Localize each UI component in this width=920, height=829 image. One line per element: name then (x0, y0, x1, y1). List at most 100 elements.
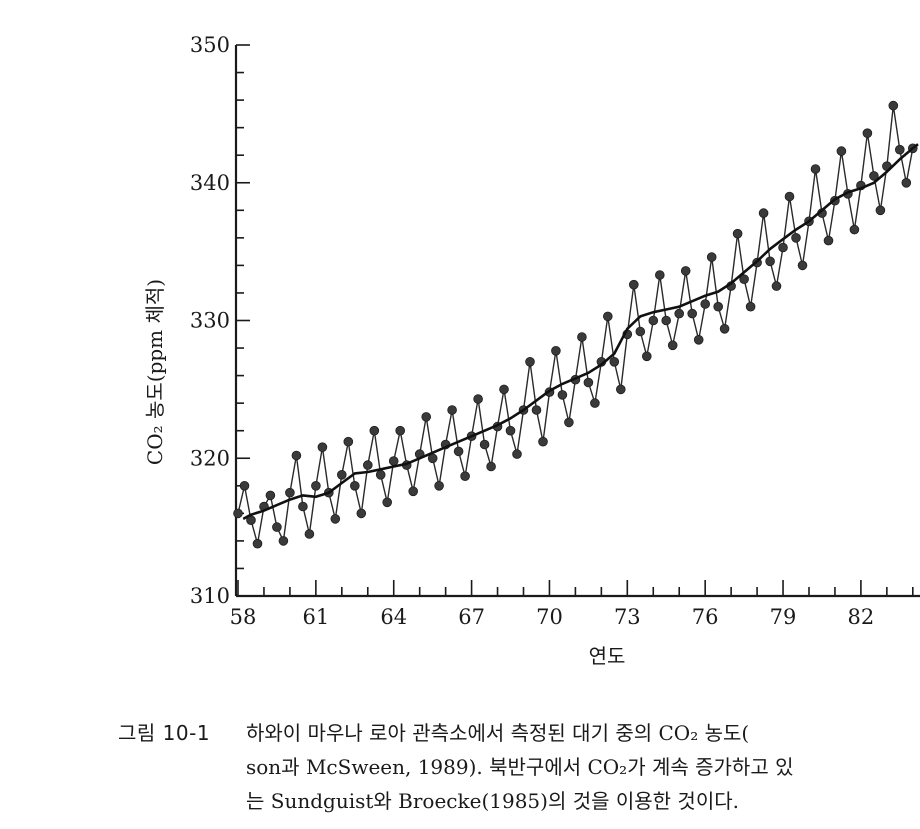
monthly-co2-point (473, 394, 483, 404)
y-tick-label: 310 (190, 584, 230, 608)
monthly-co2-point (239, 480, 250, 491)
x-tick-label: 64 (380, 605, 407, 629)
monthly-co2-point (739, 274, 749, 285)
x-tick-label: 82 (848, 605, 875, 629)
monthly-co2-point (278, 536, 289, 546)
monthly-co2-point (758, 208, 769, 218)
monthly-co2-point (654, 270, 665, 280)
y-tick-label: 320 (190, 446, 230, 470)
monthly-co2-point (577, 332, 587, 342)
monthly-co2-point (551, 345, 561, 356)
monthly-co2-point (602, 311, 613, 322)
monthly-co2-point (512, 449, 522, 459)
monthly-co2-point (447, 405, 457, 415)
monthly-co2-point (648, 315, 659, 326)
y-tick-label: 330 (190, 309, 230, 333)
figure-number: 그림 10-1 (118, 721, 211, 745)
monthly-co2-point (836, 146, 847, 156)
monthly-co2-point (395, 425, 406, 436)
monthly-co2-point (557, 390, 568, 400)
monthly-co2-point (291, 450, 302, 461)
x-tick-label: 79 (770, 605, 797, 629)
monthly-co2-point (667, 340, 678, 351)
monthly-co2-point (635, 326, 646, 337)
monthly-co2-point (408, 486, 419, 497)
monthly-co2-point (875, 205, 886, 216)
monthly-co2-point (797, 260, 808, 271)
monthly-co2-point (823, 235, 834, 246)
series-layer (233, 100, 919, 549)
monthly-co2-point (765, 256, 775, 267)
monthly-co2-point (421, 412, 432, 422)
monthly-co2-point (732, 228, 743, 239)
y-tick-label: 350 (190, 33, 230, 57)
monthly-co2-point (583, 377, 594, 388)
monthly-co2-point (330, 514, 341, 524)
monthly-co2-point (298, 501, 308, 512)
monthly-co2-point (609, 356, 620, 367)
monthly-co2-point (460, 471, 470, 482)
monthly-co2-point (590, 398, 600, 408)
monthly-co2-point (369, 425, 380, 436)
axes: 310 320 330 340 350 58 61 64 67 70 73 76 79 82 (190, 33, 920, 629)
monthly-co2-point (719, 323, 730, 334)
y-tick-label: 340 (190, 171, 230, 195)
monthly-co2-point (343, 436, 354, 447)
x-tick-label: 67 (458, 605, 485, 629)
monthly-co2-point (453, 446, 464, 457)
monthly-co2-point (901, 178, 912, 188)
monthly-co2-point (641, 351, 652, 362)
co2-chart: 310 320 330 340 350 58 61 64 67 70 73 76 79 82 연도 CO₂… (143, 33, 920, 668)
caption-line-3: 는 Sundguist와 Broecke(1985)의 것을 이용한 것이다. (246, 789, 739, 813)
monthly-co2-point (615, 384, 626, 395)
monthly-co2-point (356, 508, 367, 519)
monthly-co2-point (680, 266, 691, 276)
monthly-co2-point (894, 144, 905, 155)
x-tick-label: 61 (302, 605, 329, 629)
monthly-co2-point (272, 522, 282, 532)
monthly-co2-point (349, 480, 360, 491)
monthly-co2-point (336, 469, 347, 480)
trend-line (242, 143, 919, 521)
monthly-co2-point (888, 100, 899, 111)
monthly-co2-point (862, 128, 873, 139)
monthly-co2-point (810, 164, 821, 174)
monthly-co2-point (505, 425, 516, 436)
monthly-co2-point (311, 480, 321, 491)
x-tick-label: 58 (230, 605, 257, 629)
monthly-co2-point (869, 171, 879, 181)
monthly-co2-point (317, 442, 328, 453)
figure-caption: 그림 10-1 하와이 마우나 로아 관측소에서 측정된 대기 중의 CO₂ 농… (118, 716, 918, 818)
monthly-co2-point (531, 405, 542, 415)
monthly-co2-point (233, 508, 243, 519)
x-tick-label: 76 (692, 605, 719, 629)
monthly-co2-point (674, 308, 684, 319)
monthly-co2-point (700, 299, 710, 309)
monthly-co2-point (693, 334, 704, 345)
monthly-co2-point (499, 384, 509, 395)
monthly-co2-point (778, 242, 788, 253)
monthly-co2-point (791, 233, 801, 243)
monthly-co2-point (784, 191, 795, 202)
monthly-co2-point (525, 356, 535, 367)
x-axis-title: 연도 (589, 644, 626, 668)
monthly-co2-point (362, 460, 373, 470)
monthly-co2-point (661, 315, 671, 326)
monthly-co2-point (382, 497, 393, 508)
monthly-co2-point (849, 224, 860, 235)
caption-line-2: son과 McSween, 1989). 북반구에서 CO₂가 계속 증가하고 … (246, 755, 794, 779)
monthly-co2-point (486, 461, 496, 472)
monthly-co2-point (434, 480, 444, 491)
monthly-co2-point (687, 308, 697, 319)
monthly-co2-point (713, 301, 723, 312)
monthly-co2-point (628, 279, 639, 290)
monthly-co2-point (538, 436, 548, 447)
monthly-co2-point (304, 529, 315, 539)
monthly-co2-point (265, 490, 276, 501)
monthly-co2-point (771, 281, 782, 291)
caption-line-1: 하와이 마우나 로아 관측소에서 측정된 대기 중의 CO₂ 농도( (246, 721, 750, 745)
monthly-co2-point (388, 456, 399, 466)
monthly-co2-point (706, 252, 717, 262)
monthly-co2-point (745, 301, 756, 312)
monthly-co2-point (252, 538, 263, 549)
